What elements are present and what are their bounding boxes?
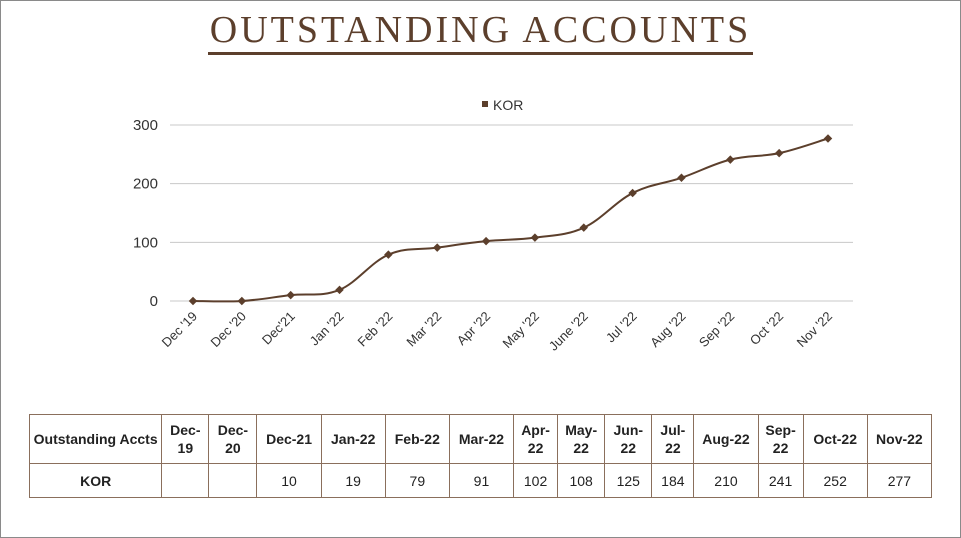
table-cell: 241 [757,463,804,498]
table-col-header: Jul-22 [651,414,695,464]
legend-label: KOR [493,97,523,113]
legend-marker [482,101,488,107]
table-col-header: Dec-21 [256,414,322,464]
data-point [726,155,735,164]
table-col-header: Dec-20 [208,414,258,464]
table-cell: 277 [866,463,933,498]
x-tick-label: May '22 [500,309,543,352]
data-point [628,188,637,198]
slide-title-text: OUTSTANDING ACCOUNTS [207,10,754,55]
table-cell [208,463,258,498]
table-col-header: Jun-22 [604,414,653,464]
y-tick-label: 300 [133,117,158,134]
data-point [774,148,784,158]
data-point [335,285,344,295]
table-header-row: Outstanding Accts Dec-19 Dec-20 Dec-21 J… [28,414,933,464]
table-cell: 210 [693,463,759,498]
table-cell [161,463,210,498]
x-tick-label: Aug '22 [647,309,688,350]
data-table: Outstanding Accts Dec-19 Dec-20 Dec-21 J… [28,414,933,498]
x-tick-label: Sep '22 [696,309,737,350]
series-line-kor [192,137,829,303]
data-point [384,250,393,259]
table-col-header: Aug-22 [693,414,759,464]
table-cell: 19 [320,463,386,498]
data-point [530,233,540,242]
table-cell: 102 [513,463,559,498]
x-tick-label: Jul '22 [603,309,640,346]
data-point [432,243,442,252]
table-col-header: Apr-22 [513,414,559,464]
data-point [237,296,247,306]
table-row-header-label: Outstanding Accts [28,414,163,464]
table-col-header: May-22 [557,414,606,464]
table-col-header: Feb-22 [384,414,450,464]
x-tick-label: Feb '22 [355,309,396,350]
table-cell: 79 [384,463,450,498]
table-cell: 10 [256,463,322,498]
table-cell: 252 [802,463,868,498]
x-tick-label: June '22 [546,309,591,354]
data-point [677,173,686,183]
data-point [579,223,589,232]
x-tick-label: Jan '22 [307,309,347,349]
table-col-header: Sep-22 [757,414,804,464]
table-col-header: Oct-22 [802,414,868,464]
table-row-label: KOR [28,463,163,498]
table-cell: 125 [604,463,653,498]
table-cell: 108 [557,463,606,498]
y-tick-label: 200 [133,176,158,193]
table-col-header: Mar-22 [448,414,515,464]
x-tick-label: Dec '20 [207,309,248,350]
x-tick-label: Apr '22 [454,309,493,348]
table-cell: 184 [651,463,695,498]
y-tick-label: 0 [150,293,158,310]
table-row: KOR 10 19 79 91 102 108 125 184 210 241 … [28,463,933,498]
table-col-header: Dec-19 [161,414,210,464]
data-point [188,296,198,306]
table-col-header: Jan-22 [320,414,386,464]
data-point [286,290,295,300]
x-tick-label: Oct '22 [747,309,786,348]
data-point [823,134,833,143]
x-tick-label: Nov '22 [794,309,835,350]
x-tick-label: Dec '19 [159,309,200,350]
table-col-header: Nov-22 [866,414,933,464]
data-point [481,236,491,246]
table-cell: 91 [448,463,515,498]
line-chart: 0 100 200 300 Dec '19 Dec '20 Dec'21 Jan '22 Feb… [133,97,853,354]
x-tick-label: Mar '22 [403,309,444,350]
y-tick-label: 100 [133,234,158,251]
x-tick-label: Dec'21 [259,309,298,348]
slide-title: OUTSTANDING ACCOUNTS [0,8,961,55]
